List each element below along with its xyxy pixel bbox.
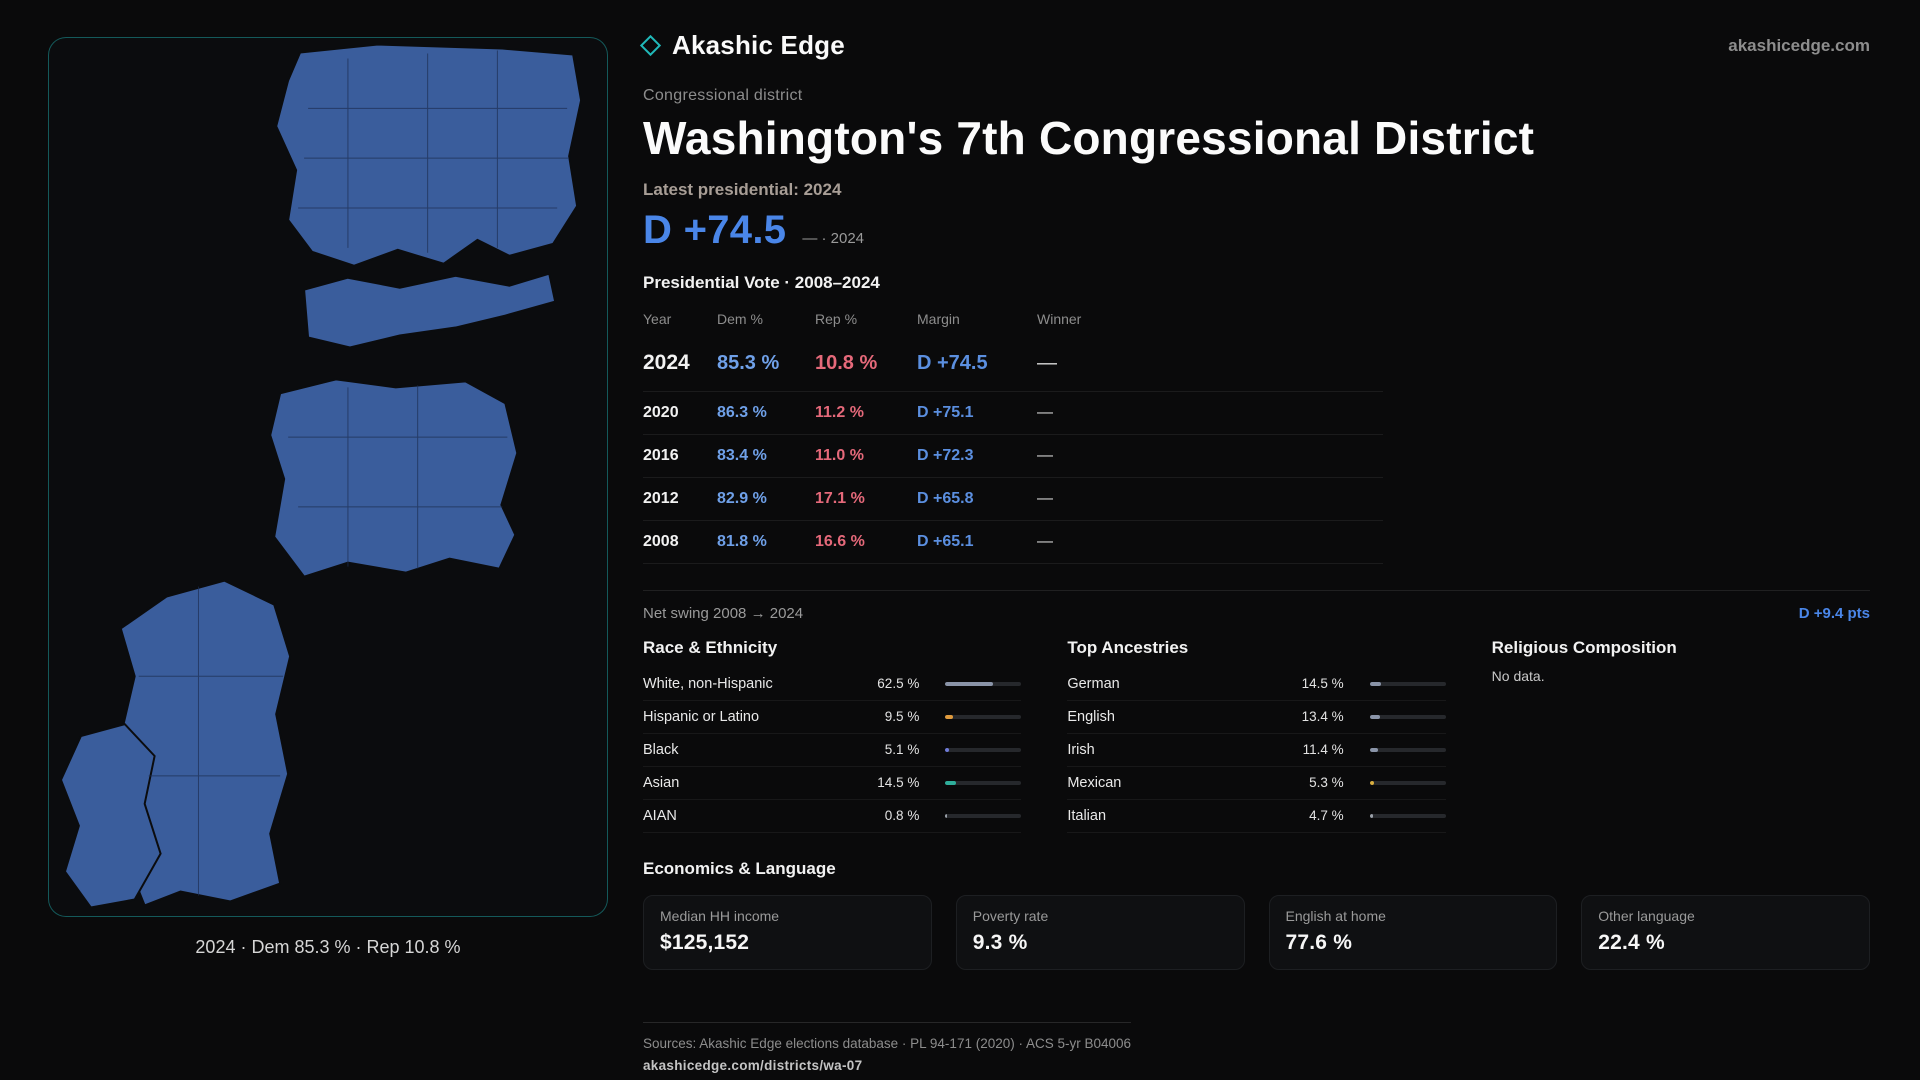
stat-card-poverty: Poverty rate 9.3 % [955,894,1245,970]
religion-column: Religious Composition No data. [1492,638,1870,833]
col-dem: Dem % [717,310,763,327]
vote-table: Year Dem % Rep % Margin Winner 2024 85.3… [643,305,1383,564]
headline-margin-row: D +74.5 — · 2024 [643,208,1870,253]
race-row: Hispanic or Latino 9.5 % [643,701,1022,734]
map-shape-north [275,43,583,267]
map-shape-west [119,579,292,907]
race-title: Race & Ethnicity [643,637,778,657]
vote-row-2016: 2016 83.4 % 11.0 % D +72.3 — [643,435,1383,478]
race-bar [945,780,1022,785]
vote-row-2012: 2012 82.9 % 17.1 % D +65.8 — [643,478,1383,521]
col-winner: Winner [1037,310,1082,327]
brand: Akashic Edge [639,30,845,61]
col-rep: Rep % [815,310,858,327]
economics-title: Economics & Language [643,858,836,878]
stat-card-other-language: Other language 22.4 % [1581,894,1870,970]
vote-row-2020: 2020 86.3 % 11.2 % D +75.1 — [643,392,1383,435]
brand-name: Akashic Edge [672,30,845,60]
col-margin: Margin [917,310,960,327]
demographics-section: Race & Ethnicity White, non-Hispanic 62.… [643,638,1870,833]
ancestry-bar [1369,681,1446,686]
content-panel: Akashic Edge akashicedge.com Congression… [608,0,1920,1080]
net-swing-value: D +9.4 pts [1798,604,1870,622]
map-shape-island [59,722,162,909]
site-link[interactable]: akashicedge.com [1728,35,1870,55]
ancestry-row: Italian 4.7 % [1067,800,1446,833]
kicker-label: Congressional district [643,87,803,104]
district-map-card [48,37,608,917]
footer-district-link[interactable]: akashicedge.com/districts/wa-07 [643,1057,863,1073]
headline-margin-value: D +74.5 [643,207,787,252]
race-bar [945,714,1022,719]
ancestry-bar [1369,813,1446,818]
map-shape-central [269,378,519,578]
vote-table-title: Presidential Vote · 2008–2024 [643,272,880,292]
brand-diamond-icon [639,34,662,57]
economics-cards: Median HH income $125,152 Poverty rate 9… [643,894,1870,970]
footer: Sources: Akashic Edge elections database… [643,1021,1132,1075]
vote-table-header: Year Dem % Rep % Margin Winner [643,305,1383,337]
map-caption: 2024 · Dem 85.3 % · Rep 10.8 % [195,937,461,957]
ancestry-row: German 14.5 % [1067,668,1446,701]
ancestry-bar [1369,714,1446,719]
race-row: White, non-Hispanic 62.5 % [643,668,1022,701]
headline-margin-note: — · 2024 [802,229,865,247]
map-street-lines [138,50,570,896]
district-map [59,43,583,909]
ancestry-row: Mexican 5.3 % [1067,767,1446,800]
race-column: Race & Ethnicity White, non-Hispanic 62.… [643,637,1022,833]
ancestry-row: English 13.4 % [1067,701,1446,734]
footer-sources: Sources: Akashic Edge elections database… [643,1035,1132,1051]
ancestry-column: Top Ancestries German 14.5 % English 13.… [1067,637,1446,833]
topbar: Akashic Edge akashicedge.com [639,30,1870,61]
col-year: Year [643,310,672,327]
religion-no-data: No data. [1491,667,1545,684]
race-row: AIAN 0.8 % [643,800,1022,833]
stat-card-median-income: Median HH income $125,152 [643,894,932,970]
vote-row-2024: 2024 85.3 % 10.8 % D +74.5 — [643,337,1383,392]
race-bar [945,813,1022,818]
map-panel: 2024 · Dem 85.3 % · Rep 10.8 % [0,0,608,1080]
race-bar [945,747,1022,752]
ancestry-bar [1369,747,1446,752]
race-row: Black 5.1 % [643,734,1022,767]
vote-row-2008: 2008 81.8 % 16.6 % D +65.1 — [643,521,1383,564]
ancestry-title: Top Ancestries [1067,637,1189,657]
net-swing-row: Net swing 2008 → 2024 D +9.4 pts [643,589,1870,622]
page-title: Washington's 7th Congressional District [643,112,1535,164]
race-bar [945,681,1022,686]
map-shape-canal [303,272,557,349]
religion-title: Religious Composition [1491,637,1677,657]
ancestry-bar [1369,780,1446,785]
race-row: Asian 14.5 % [643,767,1022,800]
net-swing-label: Net swing 2008 → 2024 [643,604,804,622]
stat-card-english: English at home 77.6 % [1268,894,1558,970]
ancestry-row: Irish 11.4 % [1067,734,1446,767]
latest-presidential-label: Latest presidential: 2024 [643,179,842,199]
